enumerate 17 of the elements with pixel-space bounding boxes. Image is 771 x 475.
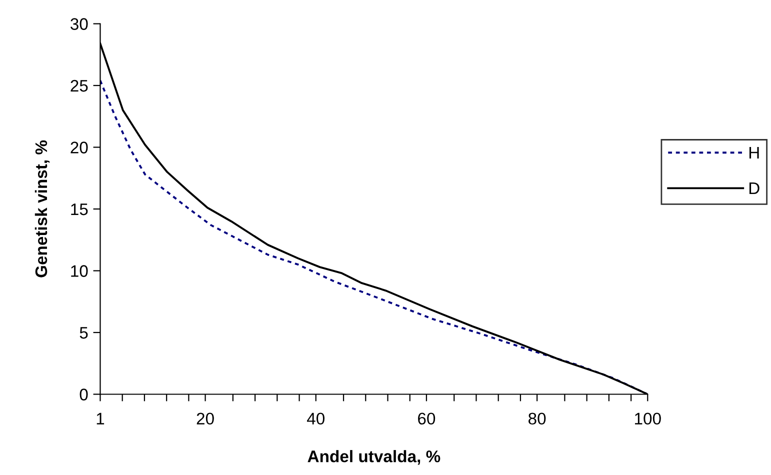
x-tick-label: 100 [635,412,661,425]
y-tick-label: 15 [71,204,88,216]
y-tick-label: 0 [80,388,88,400]
x-tick-label: 80 [528,412,546,425]
y-tick-label: 5 [80,327,88,339]
x-tick-label: 1 [96,412,104,424]
x-tick-label: 60 [418,412,436,425]
y-axis-title: Genetisk vinst, % [34,140,50,278]
y-tick-label: 20 [70,142,88,154]
legend-label: H [749,147,759,158]
x-tick-label: 40 [306,412,324,425]
y-tick-label: 30 [70,18,88,30]
x-tick-label: 20 [196,412,214,425]
y-tick-label: 25 [70,80,88,92]
legend-label: D [749,182,760,194]
x-axis-title: Andel utvalda, % [308,450,440,465]
y-tick-label: 10 [71,265,88,277]
